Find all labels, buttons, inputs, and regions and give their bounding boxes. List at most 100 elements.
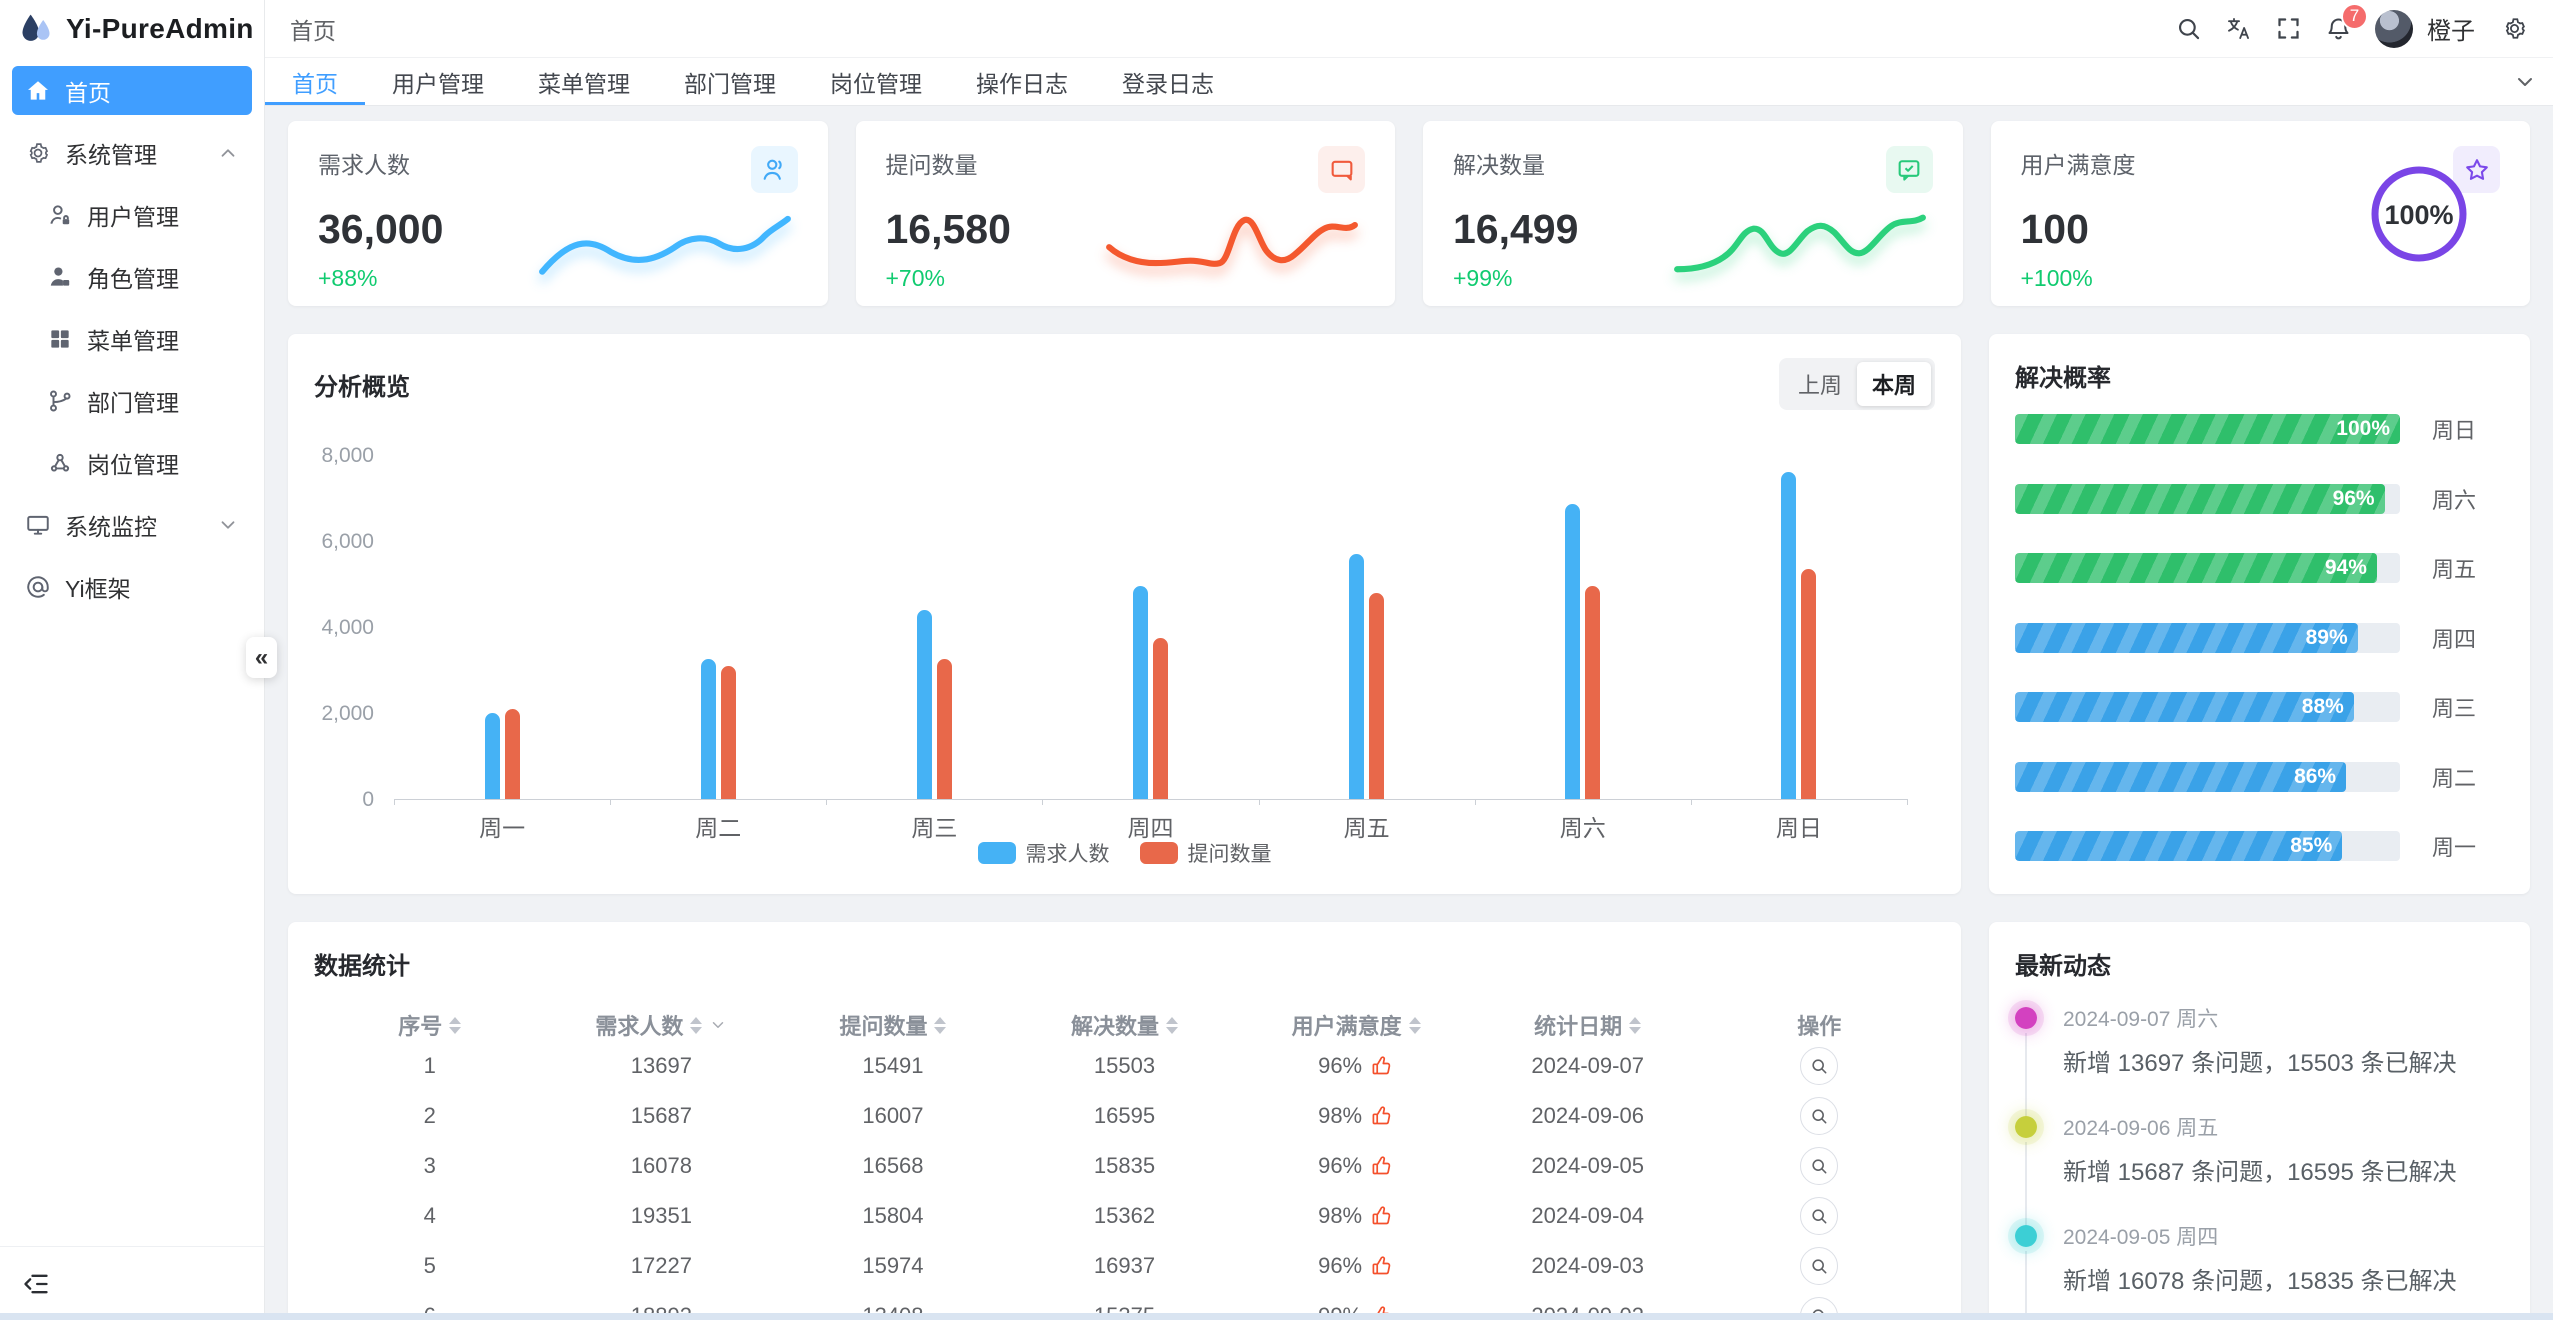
column-header-序号[interactable]: 序号 bbox=[314, 1009, 546, 1041]
bar-提问数量 bbox=[720, 665, 736, 799]
cell-no: 5 bbox=[314, 1253, 546, 1279]
column-header-统计日期[interactable]: 统计日期 bbox=[1472, 1009, 1704, 1041]
username[interactable]: 橙子 bbox=[2427, 18, 2475, 45]
sort-desc-icon[interactable] bbox=[690, 1026, 703, 1034]
x-axis-category-label: 周一 bbox=[479, 815, 526, 841]
sidebar-subitem-菜单管理[interactable]: 菜单管理 bbox=[12, 314, 252, 363]
cell-value: 2024-09-04 bbox=[1531, 1203, 1644, 1228]
bar-chart-plot: 0 2,000 4,000 6,000 8,000 周一 周二 周三 周四 周五 周六 周日 bbox=[321, 444, 1908, 841]
column-header-提问数量[interactable]: 提问数量 bbox=[777, 1009, 1009, 1041]
activity-card: 最新动态 2024-09-07 周六 新增 13697 条问题，15503 条已解… bbox=[1989, 922, 2530, 1320]
sort-carets-icon[interactable] bbox=[449, 1016, 462, 1034]
tab-5[interactable]: 岗位管理 bbox=[830, 70, 922, 97]
row-view-button[interactable] bbox=[1800, 1147, 1839, 1185]
bar-需求人数 bbox=[1349, 553, 1365, 799]
tabs-more-chevron-down-icon[interactable] bbox=[2497, 58, 2553, 105]
cell-value: 15362 bbox=[1093, 1203, 1156, 1228]
sidebar-collapse-button[interactable]: « bbox=[246, 637, 277, 678]
sort-asc-icon[interactable] bbox=[1166, 1016, 1179, 1024]
chart-legend: 需求人数 提问数量 bbox=[314, 838, 1935, 868]
row-view-button[interactable] bbox=[1800, 1097, 1839, 1135]
thumb-up-icon bbox=[1370, 1204, 1394, 1228]
sidebar-item-4[interactable]: Yi框架 bbox=[12, 562, 252, 611]
chat-icon bbox=[1318, 146, 1365, 193]
sort-carets-icon[interactable] bbox=[1408, 1016, 1421, 1034]
sort-carets-icon[interactable] bbox=[1629, 1016, 1642, 1034]
legend-item-提问数量[interactable]: 提问数量 bbox=[1139, 838, 1272, 868]
settings-gear-icon[interactable] bbox=[2491, 6, 2537, 52]
sort-desc-icon[interactable] bbox=[1408, 1026, 1421, 1034]
sort-carets-icon[interactable] bbox=[934, 1016, 947, 1034]
horizontal-scrollbar[interactable] bbox=[0, 1313, 2553, 1320]
bar-group-周六 bbox=[1475, 456, 1691, 799]
stat-card-head: 需求人数 bbox=[318, 146, 798, 193]
sort-desc-icon[interactable] bbox=[1166, 1026, 1179, 1034]
stat-card-delta: +100% bbox=[2020, 265, 2093, 291]
tab-4[interactable]: 部门管理 bbox=[684, 70, 776, 97]
tab-6[interactable]: 操作日志 bbox=[976, 70, 1068, 97]
sort-asc-icon[interactable] bbox=[1629, 1016, 1642, 1024]
sort-desc-icon[interactable] bbox=[449, 1026, 462, 1034]
tab-3[interactable]: 菜单管理 bbox=[538, 70, 630, 97]
sidebar-subitem-label: 部门管理 bbox=[87, 389, 179, 416]
cell-solved: 16937 bbox=[1009, 1253, 1241, 1279]
tab-2[interactable]: 用户管理 bbox=[392, 70, 484, 97]
progress-day-label: 周六 bbox=[2432, 487, 2477, 513]
sidebar-item-2[interactable]: 系统管理 bbox=[12, 128, 252, 177]
sort-asc-icon[interactable] bbox=[1408, 1016, 1421, 1024]
check-chat-icon bbox=[1885, 146, 1933, 193]
solve-rate-row-周二: 86% 周二 bbox=[2015, 761, 2504, 793]
sort-desc-icon[interactable] bbox=[1629, 1026, 1642, 1034]
search-icon[interactable] bbox=[2165, 6, 2211, 52]
cell-questions: 16568 bbox=[777, 1153, 1009, 1179]
sidebar-subitem-部门管理[interactable]: 部门管理 bbox=[12, 376, 252, 425]
fullscreen-icon[interactable] bbox=[2265, 6, 2311, 52]
cell-no: 3 bbox=[314, 1153, 546, 1179]
sidebar-item-label: 系统管理 bbox=[65, 141, 157, 168]
column-header-用户满意度[interactable]: 用户满意度 bbox=[1240, 1009, 1472, 1041]
menu-fold-icon[interactable] bbox=[22, 1270, 50, 1298]
tab-7[interactable]: 登录日志 bbox=[1122, 70, 1214, 97]
cell-no: 1 bbox=[314, 1053, 546, 1079]
cell-value: 16078 bbox=[630, 1153, 692, 1178]
sort-desc-icon[interactable] bbox=[934, 1026, 947, 1034]
legend-item-需求人数[interactable]: 需求人数 bbox=[977, 838, 1110, 868]
cell-value: 2 bbox=[423, 1103, 436, 1128]
sidebar-item-label: 系统监控 bbox=[65, 513, 157, 540]
sort-carets-icon[interactable] bbox=[690, 1016, 703, 1034]
sidebar-item-3[interactable]: 系统监控 bbox=[12, 500, 252, 549]
sort-carets-icon[interactable] bbox=[1166, 1016, 1179, 1034]
translate-icon[interactable] bbox=[2215, 6, 2261, 52]
progress-track: 88% bbox=[2015, 692, 2400, 722]
sort-asc-icon[interactable] bbox=[690, 1016, 703, 1024]
column-header-需求人数[interactable]: 需求人数 bbox=[546, 1009, 778, 1041]
row-view-button[interactable] bbox=[1800, 1047, 1839, 1085]
toggle-上周[interactable]: 上周 bbox=[1797, 373, 1842, 398]
row-view-button[interactable] bbox=[1800, 1197, 1839, 1235]
y-axis-label: 2,000 bbox=[321, 702, 374, 725]
sort-asc-icon[interactable] bbox=[934, 1016, 947, 1024]
column-header-解决数量[interactable]: 解决数量 bbox=[1009, 1009, 1241, 1041]
page-content: 需求人数 36,000 +88% 提问数量 16,580 +70% 解决数量 16,499 +9… bbox=[265, 106, 2553, 1320]
sidebar-subitem-角色管理[interactable]: 角色管理 bbox=[12, 252, 252, 301]
avatar[interactable] bbox=[2375, 9, 2413, 48]
bar-需求人数 bbox=[1132, 586, 1148, 799]
logo[interactable]: Yi-PureAdmin bbox=[0, 0, 264, 58]
cell-value: 3 bbox=[423, 1153, 436, 1178]
sidebar-subitem-岗位管理[interactable]: 岗位管理 bbox=[12, 438, 252, 487]
sidebar-subitem-用户管理[interactable]: 用户管理 bbox=[12, 190, 252, 239]
filter-chevron-down-icon[interactable] bbox=[709, 1016, 727, 1034]
sidebar-item-1[interactable]: 首页 bbox=[12, 66, 252, 115]
notifications-button[interactable]: 7 bbox=[2315, 2, 2368, 52]
cell-value: 98% bbox=[1318, 1203, 1363, 1228]
toggle-本周[interactable]: 本周 bbox=[1856, 362, 1931, 406]
timeline-item: 2024-09-06 周五 新增 15687 条问题，16595 条已解决 bbox=[2015, 1112, 2504, 1225]
progress-day-label: 周五 bbox=[2432, 557, 2477, 582]
timeline-item: 2024-09-05 周四 新增 16078 条问题，15835 条已解决 bbox=[2015, 1221, 2504, 1320]
tab-1[interactable]: 首页 bbox=[265, 58, 365, 105]
sort-asc-icon[interactable] bbox=[449, 1016, 462, 1024]
breadcrumb[interactable]: 首页 bbox=[290, 17, 336, 44]
cell-value: 17227 bbox=[630, 1253, 692, 1278]
stat-card-4: 用户满意度 100 +100% 100% bbox=[1990, 121, 2530, 306]
row-view-button[interactable] bbox=[1800, 1247, 1839, 1285]
